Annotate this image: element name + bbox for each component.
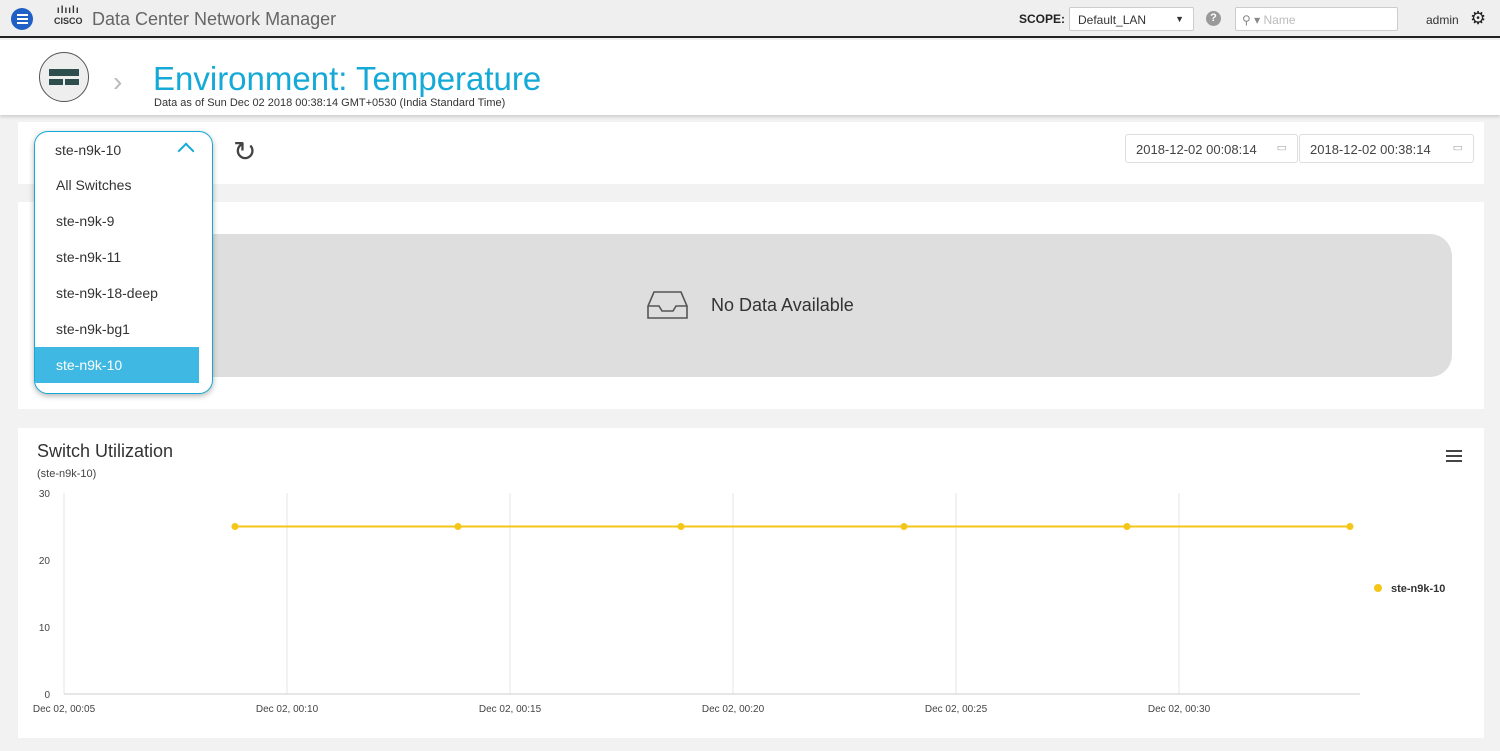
data-point — [677, 523, 685, 530]
inbox-icon — [647, 291, 688, 319]
scope-value: Default_LAN — [1078, 13, 1147, 27]
dashboard-icon[interactable] — [39, 52, 89, 102]
cisco-logo: ılıılı CISCO — [54, 5, 83, 27]
dropdown-option[interactable]: All Switches — [56, 177, 132, 193]
x-tick-label: Dec 02, 00:10 — [256, 704, 319, 715]
no-data-panel — [50, 234, 1452, 377]
chevron-right-icon: › — [113, 66, 123, 97]
switch-dropdown[interactable]: ste-n9k-10 All Switches ste-n9k-9 ste-n9… — [34, 131, 213, 394]
page-title: Environment: Temperature — [153, 60, 542, 97]
selected-value: ste-n9k-10 — [55, 142, 122, 158]
start-date: 2018-12-02 00:08:14 — [1136, 142, 1257, 157]
refresh-icon[interactable]: ↻ — [233, 136, 257, 167]
dropdown-option-selected[interactable]: ste-n9k-10 — [35, 347, 199, 383]
dropdown-selected[interactable]: ste-n9k-10 — [35, 132, 212, 167]
search-icon: ⚲ ▾ — [1242, 13, 1261, 27]
end-date: 2018-12-02 00:38:14 — [1310, 142, 1431, 157]
chart-title: Switch Utilization — [37, 441, 174, 461]
calendar-icon[interactable]: ▭ — [1276, 142, 1287, 154]
x-tick-label: Dec 02, 00:05 — [33, 704, 96, 715]
data-point — [900, 523, 908, 530]
x-tick-label: Dec 02, 00:15 — [479, 704, 542, 715]
data-point — [231, 523, 239, 530]
menu-icon[interactable] — [11, 8, 33, 30]
legend-marker — [1374, 584, 1382, 592]
y-tick-label: 10 — [39, 623, 51, 634]
no-data-message: No Data Available — [711, 295, 854, 315]
data-point — [454, 523, 462, 530]
top-bar: ılıılı CISCO Data Center Network Manager … — [0, 0, 1500, 38]
end-date-input[interactable]: 2018-12-02 00:38:14 ▭ — [1299, 134, 1474, 163]
x-tick-label: Dec 02, 00:25 — [925, 704, 988, 715]
dropdown-option[interactable]: ste-n9k-18-deep — [56, 285, 158, 301]
chart-menu-icon[interactable] — [1446, 450, 1462, 462]
switch-utilization-card — [18, 428, 1484, 738]
data-point — [1123, 523, 1131, 530]
scope-select[interactable]: Default_LAN ▼ — [1069, 7, 1194, 31]
gear-icon[interactable]: ⚙ — [1470, 8, 1487, 28]
logo-text: CISCO — [54, 16, 83, 26]
search-input[interactable]: ⚲ ▾ Name — [1235, 7, 1398, 31]
dropdown-option[interactable]: ste-n9k-bg1 — [56, 321, 130, 337]
user-menu[interactable]: admin — [1426, 13, 1459, 27]
start-date-input[interactable]: 2018-12-02 00:08:14 ▭ — [1125, 134, 1298, 163]
chart-subtitle: (ste-n9k-10) — [37, 468, 97, 480]
y-tick-label: 30 — [39, 489, 51, 500]
y-tick-label: 0 — [44, 690, 50, 701]
app-title: Data Center Network Manager — [92, 9, 337, 29]
scope-label: SCOPE: — [1019, 12, 1066, 26]
page-header: › Environment: Temperature Data as of Su… — [0, 40, 1500, 115]
data-point — [1346, 523, 1354, 530]
x-tick-label: Dec 02, 00:30 — [1148, 704, 1211, 715]
search-placeholder: Name — [1263, 13, 1296, 27]
chevron-up-icon — [177, 142, 195, 160]
dropdown-option[interactable]: ste-n9k-11 — [56, 249, 122, 265]
legend-label: ste-n9k-10 — [1391, 583, 1445, 595]
calendar-icon[interactable]: ▭ — [1452, 142, 1463, 154]
x-tick-label: Dec 02, 00:20 — [702, 704, 765, 715]
line-chart: Dec 02, 00:05 Dec 02, 00:10 Dec 02, 00:15 D… — [33, 489, 1446, 715]
page-subtitle: Data as of Sun Dec 02 2018 00:38:14 GMT+… — [154, 97, 506, 109]
help-icon[interactable]: ? — [1206, 11, 1221, 26]
caret-down-icon: ▼ — [1175, 14, 1184, 24]
y-tick-label: 20 — [39, 556, 51, 567]
dropdown-option[interactable]: ste-n9k-9 — [56, 213, 115, 229]
